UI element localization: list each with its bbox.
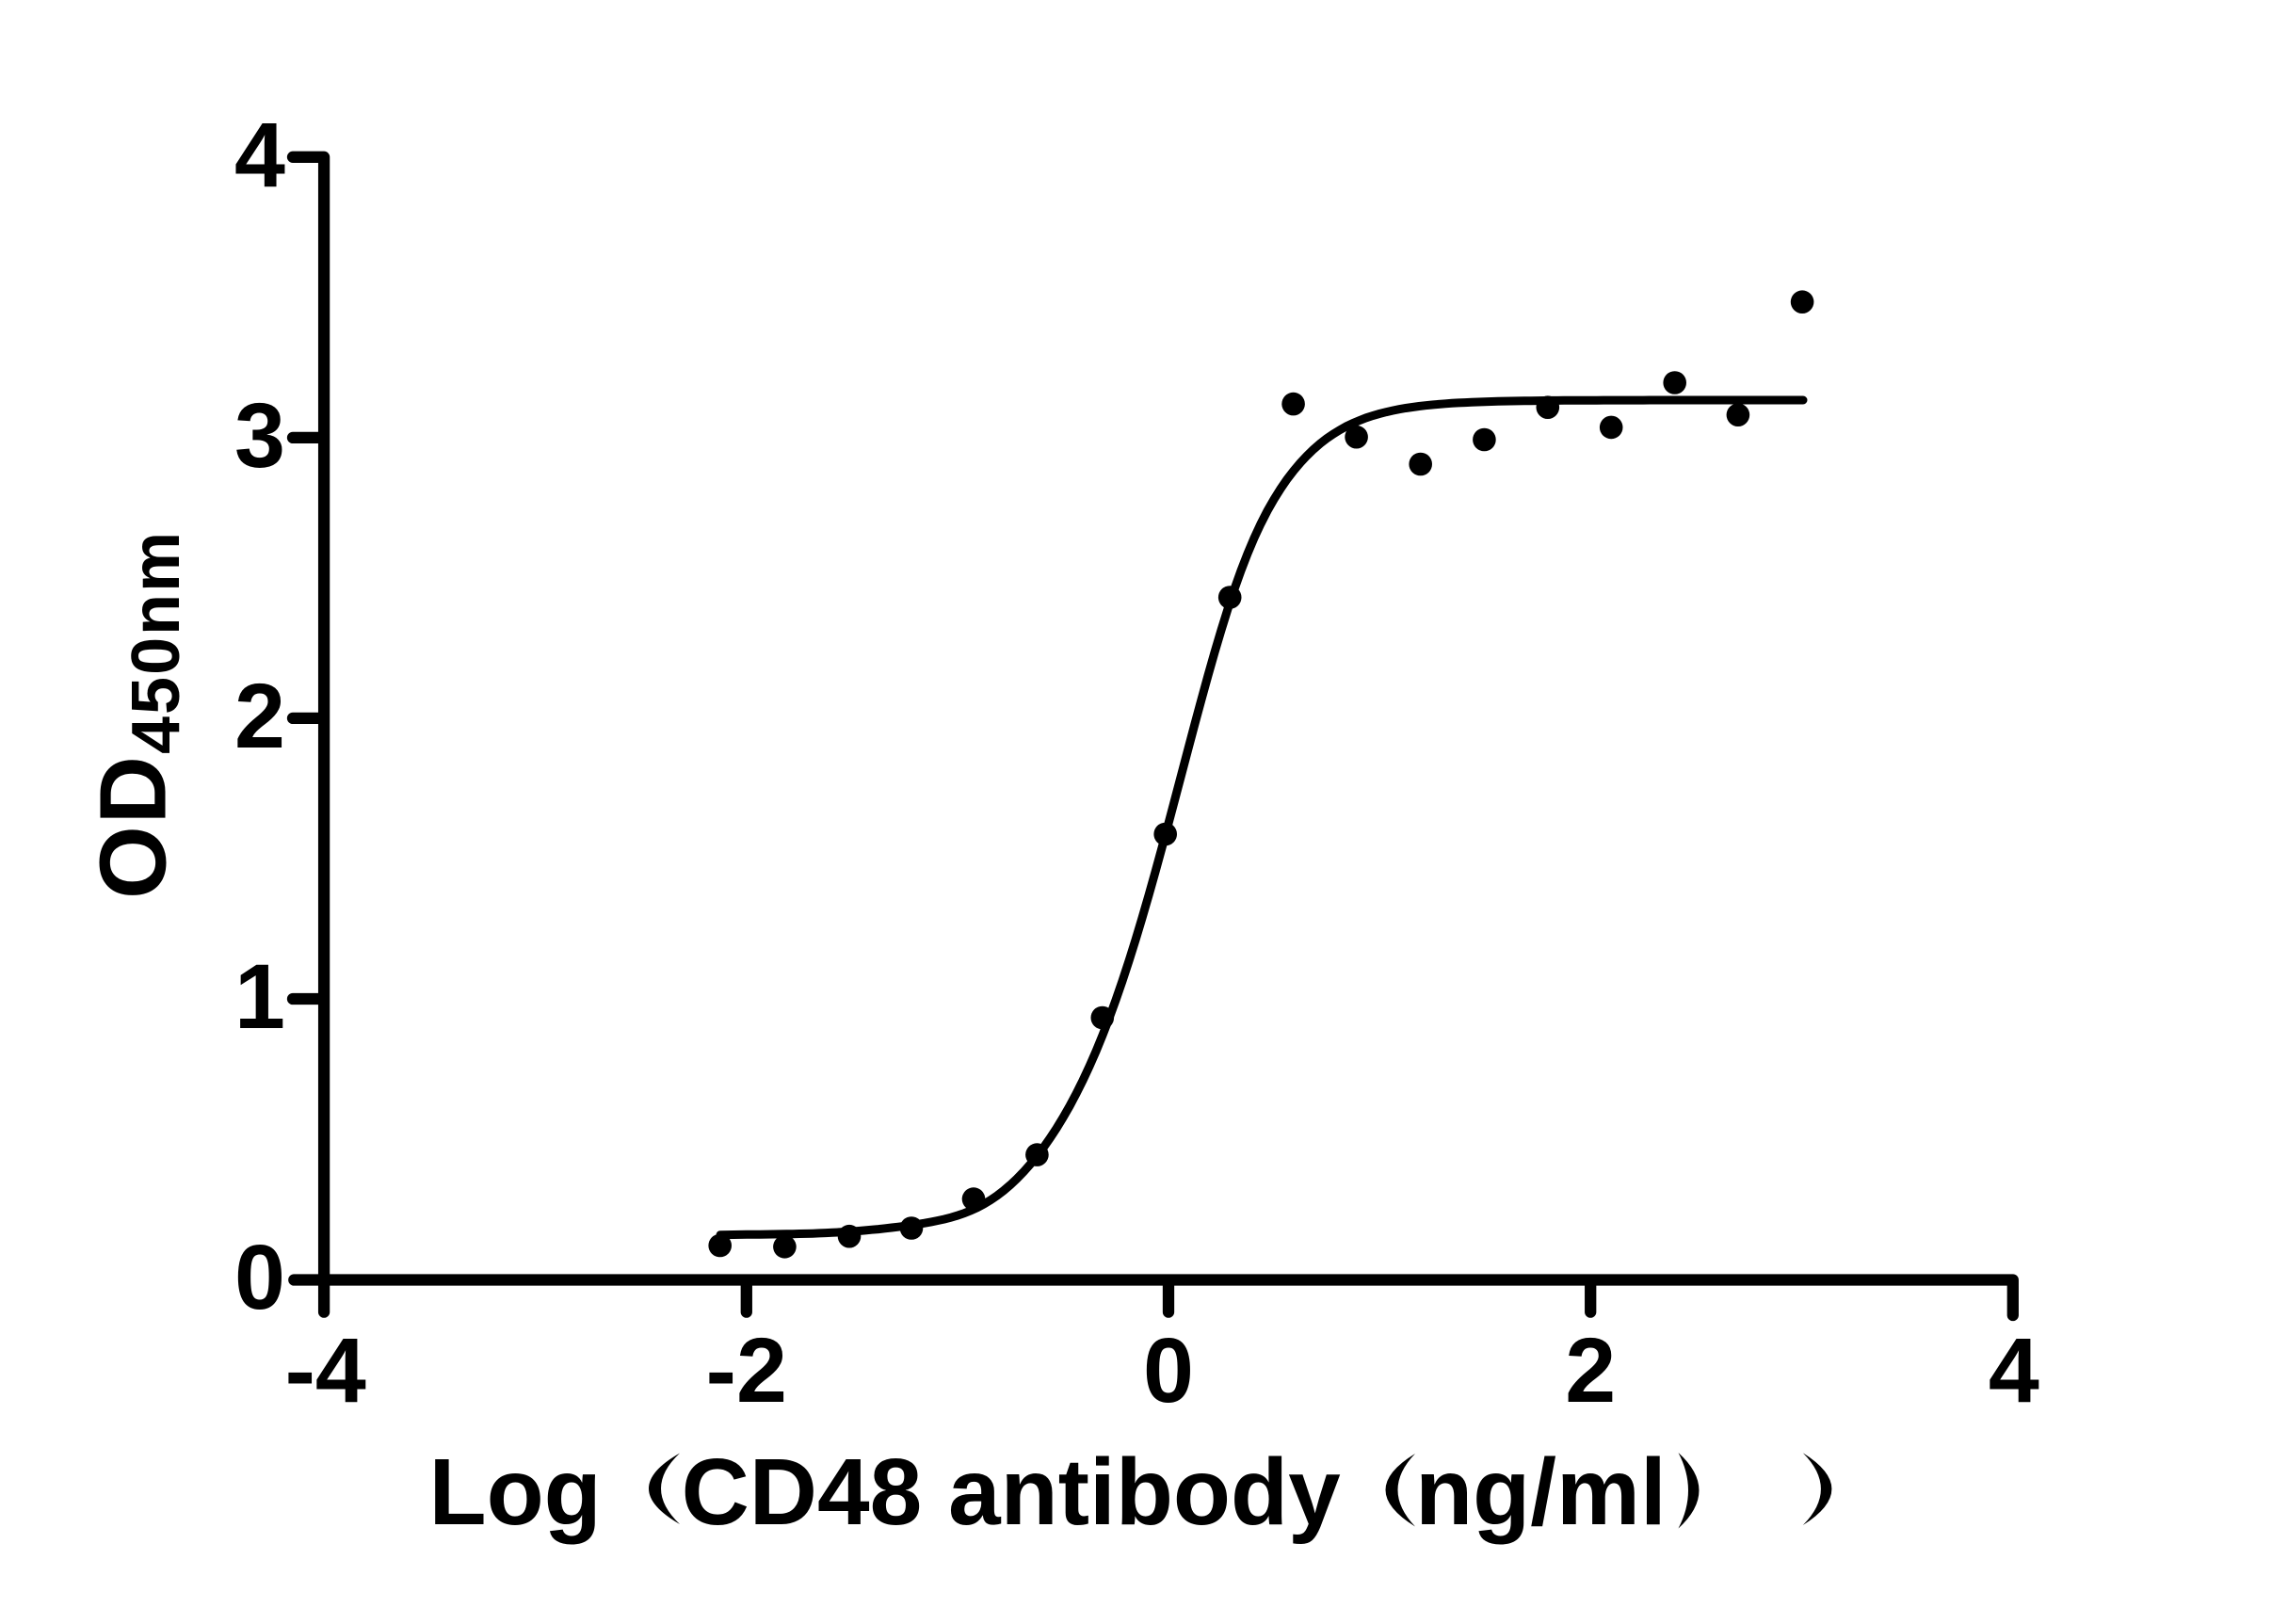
svg-text:2: 2	[1565, 1319, 1616, 1422]
svg-text:-4: -4	[285, 1319, 366, 1422]
svg-text:2: 2	[234, 665, 285, 767]
svg-text:-2: -2	[706, 1319, 787, 1422]
svg-text:4: 4	[234, 104, 285, 206]
svg-text:0: 0	[234, 1226, 285, 1328]
svg-text:3: 3	[234, 384, 285, 487]
svg-text:0: 0	[1143, 1319, 1194, 1422]
svg-text:Log: Log	[429, 1439, 602, 1545]
svg-text:4: 4	[1989, 1319, 2039, 1422]
svg-text:1: 1	[234, 945, 285, 1048]
svg-text:CD48 antibody: CD48 antibody	[682, 1439, 1341, 1545]
svg-text:ng/ml: ng/ml	[1415, 1439, 1667, 1545]
